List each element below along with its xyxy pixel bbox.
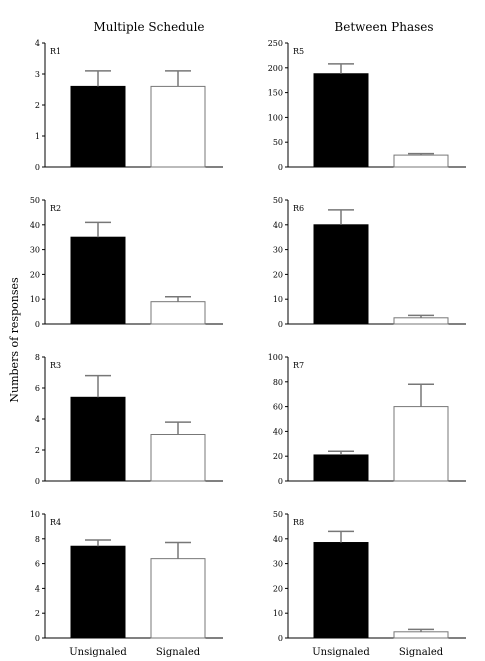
- y-tick-label-r5-100: 100: [268, 113, 283, 122]
- y-tick-label-r6-10: 10: [273, 295, 283, 304]
- panel-label-r4: R4: [50, 518, 61, 527]
- panel-label-r3: R3: [50, 361, 61, 370]
- y-tick-label-r5-50: 50: [273, 138, 283, 147]
- panel-label-r6: R6: [293, 204, 304, 213]
- y-tick-label-r4-2: 2: [35, 609, 40, 618]
- panel-label-r8: R8: [293, 518, 304, 527]
- y-tick-label-r4-0: 0: [35, 634, 40, 643]
- y-tick-label-r8-30: 30: [273, 560, 283, 569]
- bar-r8-signaled: [393, 631, 449, 639]
- y-tick-label-r3-4: 4: [35, 415, 40, 424]
- panel-r3: 0 2 4 6 8 R3: [35, 353, 223, 486]
- y-tick-label-r2-30: 30: [30, 246, 40, 255]
- y-tick-label-r2-40: 40: [30, 221, 40, 230]
- y-tick-label-r5-150: 150: [268, 89, 283, 98]
- y-tick-label-r6-50: 50: [273, 196, 283, 205]
- y-tick-label-r3-0: 0: [35, 477, 40, 486]
- panel-label-r7: R7: [293, 361, 304, 370]
- bar-r7-unsignaled: [313, 454, 369, 482]
- bar-r4-signaled: [150, 558, 206, 639]
- panel-r5: 0 50 100 150 200 250 R5: [268, 39, 466, 172]
- y-tick-label-r2-0: 0: [35, 320, 40, 329]
- y-tick-label-r4-6: 6: [35, 560, 40, 569]
- y-tick-label-r7-100: 100: [268, 353, 283, 362]
- y-tick-label-r8-0: 0: [278, 634, 283, 643]
- x-category-label-unsignaled-left: Unsignaled: [69, 647, 127, 658]
- bar-r3-unsignaled: [70, 396, 126, 482]
- x-category-label-signaled-right: Signaled: [399, 647, 444, 658]
- y-tick-label-r1-1: 1: [35, 132, 40, 141]
- bar-r7-signaled: [393, 406, 449, 482]
- y-tick-label-r1-3: 3: [35, 70, 40, 79]
- y-tick-label-r5-200: 200: [268, 64, 283, 73]
- x-category-label-unsignaled-right: Unsignaled: [312, 647, 370, 658]
- bar-r5-signaled: [393, 154, 449, 168]
- y-tick-label-r6-30: 30: [273, 246, 283, 255]
- panel-label-r1: R1: [50, 47, 61, 56]
- y-tick-label-r2-50: 50: [30, 196, 40, 205]
- y-tick-label-r8-50: 50: [273, 510, 283, 519]
- bar-r6-signaled: [393, 317, 449, 325]
- y-tick-label-r6-0: 0: [278, 320, 283, 329]
- bar-r4-unsignaled: [70, 545, 126, 639]
- y-tick-label-r3-8: 8: [35, 353, 40, 362]
- y-tick-label-r4-10: 10: [30, 510, 40, 519]
- bar-r1-unsignaled: [70, 85, 126, 168]
- y-tick-label-r2-10: 10: [30, 295, 40, 304]
- panel-r8: 0 10 20 30 40 50 R8: [273, 510, 466, 643]
- y-tick-label-r7-80: 80: [273, 378, 283, 387]
- column-title-multiple-schedule: Multiple Schedule: [93, 20, 204, 34]
- y-tick-label-r3-6: 6: [35, 384, 40, 393]
- bar-r6-unsignaled: [313, 224, 369, 325]
- bar-r1-signaled: [150, 85, 206, 168]
- y-tick-label-r8-10: 10: [273, 609, 283, 618]
- y-tick-label-r3-2: 2: [35, 446, 40, 455]
- panel-r2: 0 10 20 30 40 50 R2: [30, 196, 223, 329]
- y-tick-label-r7-0: 0: [278, 477, 283, 486]
- bar-r2-signaled: [150, 301, 206, 325]
- y-tick-label-r7-40: 40: [273, 427, 283, 436]
- y-tick-label-r4-8: 8: [35, 535, 40, 544]
- y-axis-label: Numbers of responses: [8, 277, 21, 403]
- panel-r1: 0 1 2 3 4 R1: [35, 39, 223, 172]
- y-tick-label-r7-20: 20: [273, 452, 283, 461]
- y-tick-label-r5-0: 0: [278, 163, 283, 172]
- column-title-between-phases: Between Phases: [334, 20, 433, 34]
- panel-r6: 0 10 20 30 40 50 R6: [273, 196, 466, 329]
- panel-r7: 0 20 40 60 80 100 R7: [268, 353, 466, 486]
- y-tick-label-r7-60: 60: [273, 403, 283, 412]
- panel-r4: 0 2 4 6 8 10 R4: [30, 510, 223, 643]
- bar-r2-unsignaled: [70, 236, 126, 325]
- y-tick-label-r1-2: 2: [35, 101, 40, 110]
- bar-r8-unsignaled: [313, 542, 369, 639]
- panel-label-r2: R2: [50, 204, 61, 213]
- y-tick-label-r4-4: 4: [35, 584, 40, 593]
- y-tick-label-r2-20: 20: [30, 270, 40, 279]
- y-tick-label-r1-4: 4: [35, 39, 40, 48]
- y-tick-label-r6-40: 40: [273, 221, 283, 230]
- bar-r3-signaled: [150, 434, 206, 482]
- bar-r5-unsignaled: [313, 73, 369, 168]
- y-tick-label-r5-250: 250: [268, 39, 283, 48]
- chart-panels: 0 1 2 3 4 R1 0 10 20 30 40 50 R2 0 2 4 6 8 R3 0 2 4 6 8 10 R4 0 50 1…: [30, 39, 466, 643]
- y-tick-label-r8-20: 20: [273, 584, 283, 593]
- x-category-label-signaled-left: Signaled: [156, 647, 201, 658]
- y-tick-label-r6-20: 20: [273, 270, 283, 279]
- y-tick-label-r1-0: 0: [35, 163, 40, 172]
- y-tick-label-r8-40: 40: [273, 535, 283, 544]
- panel-label-r5: R5: [293, 47, 304, 56]
